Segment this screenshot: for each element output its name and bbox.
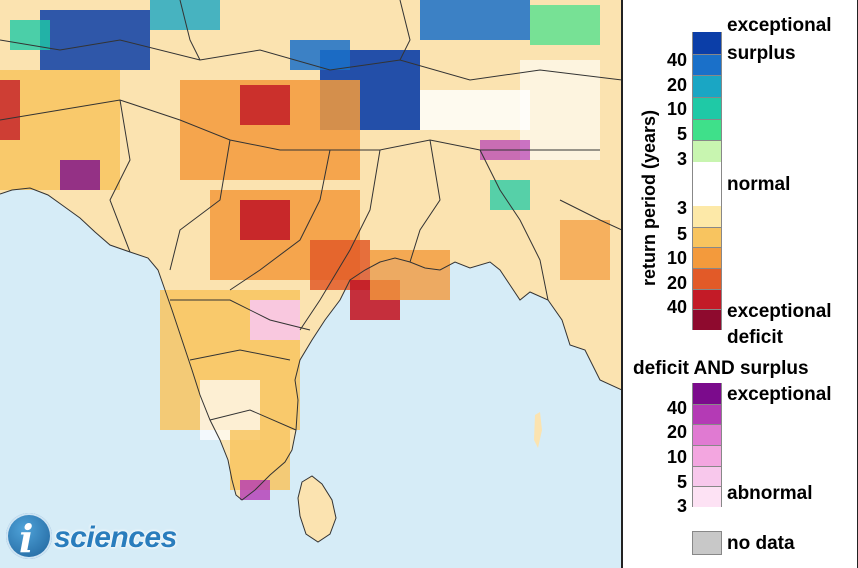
patch [60,160,100,190]
patch [0,80,20,140]
legend-color-step [693,32,721,54]
anomaly-patches [0,0,610,500]
surplus-label-line2: surplus [727,43,796,64]
both-label-top: exceptional [727,384,832,405]
deficit-tick: 5 [676,224,687,244]
legend-color-step [693,309,721,330]
legend-swatch-no-data [692,531,722,555]
deficit-tick: 40 [666,297,687,317]
no-data-label: no data [727,533,795,554]
patch [560,220,610,280]
deficit-tick: 10 [666,248,687,268]
legend: exceptional surplus 40 20 10 5 3 normal … [623,0,858,568]
patch [240,85,290,125]
logo-letter: i [19,516,34,561]
patch [150,0,220,30]
surplus-tick: 5 [676,124,687,144]
both-label-bottom: abnormal [727,483,813,504]
land-andaman [534,412,542,448]
patch [520,60,600,160]
patch [420,90,530,130]
both-tick: 20 [666,422,687,442]
surplus-tick: 40 [666,50,687,70]
deficit-tick: 20 [666,273,687,293]
map-svg [0,0,622,543]
patch [530,5,600,45]
surplus-tick: 20 [666,75,687,95]
legend-color-step [693,247,721,268]
both-title: deficit AND surplus [633,358,809,379]
deficit-label-line2: deficit [727,327,783,348]
legend-color-step [693,96,721,119]
legend-color-step [693,444,721,466]
admin-boundaries [0,0,622,543]
patch [420,0,530,40]
logo-circle: i [6,513,52,561]
surplus-tick: 3 [676,149,687,169]
legend-color-step [693,140,721,162]
anomaly-map: i sciences [0,0,622,568]
land-sri-lanka [298,476,336,542]
legend-color-step [693,403,721,425]
legend-swatch-normal [692,162,722,206]
legend-color-step [693,288,721,310]
axis-title: return period (years) [639,109,659,286]
deficit-label-line1: exceptional [727,301,832,322]
surplus-label-line1: exceptional [727,15,832,36]
legend-color-step [693,465,721,487]
legend-color-step [693,267,721,289]
legend-color-step [693,226,721,248]
legend-color-step [693,486,721,507]
surplus-tick: 10 [666,99,687,119]
patch [250,300,300,340]
both-tick: 10 [666,447,687,467]
legend-color-step [693,206,721,227]
legend-swatch-surplus [692,32,722,162]
map-frame [621,0,623,568]
both-tick: 5 [676,472,687,492]
both-tick: 40 [666,398,687,418]
deficit-tick: 3 [676,198,687,218]
legend-color-step [693,383,721,404]
patch [40,10,150,70]
legend-color-step [693,53,721,76]
patch [290,40,350,70]
legend-color-step [693,75,721,97]
normal-label: normal [727,174,791,195]
legend-color-step [693,424,721,445]
legend-swatch-both [692,383,722,507]
patch [370,250,450,300]
both-tick: 3 [676,496,687,516]
legend-swatch-deficit [692,206,722,330]
patch [240,200,290,240]
logo-wordmark: sciences [54,521,177,554]
legend-color-step [693,118,721,141]
